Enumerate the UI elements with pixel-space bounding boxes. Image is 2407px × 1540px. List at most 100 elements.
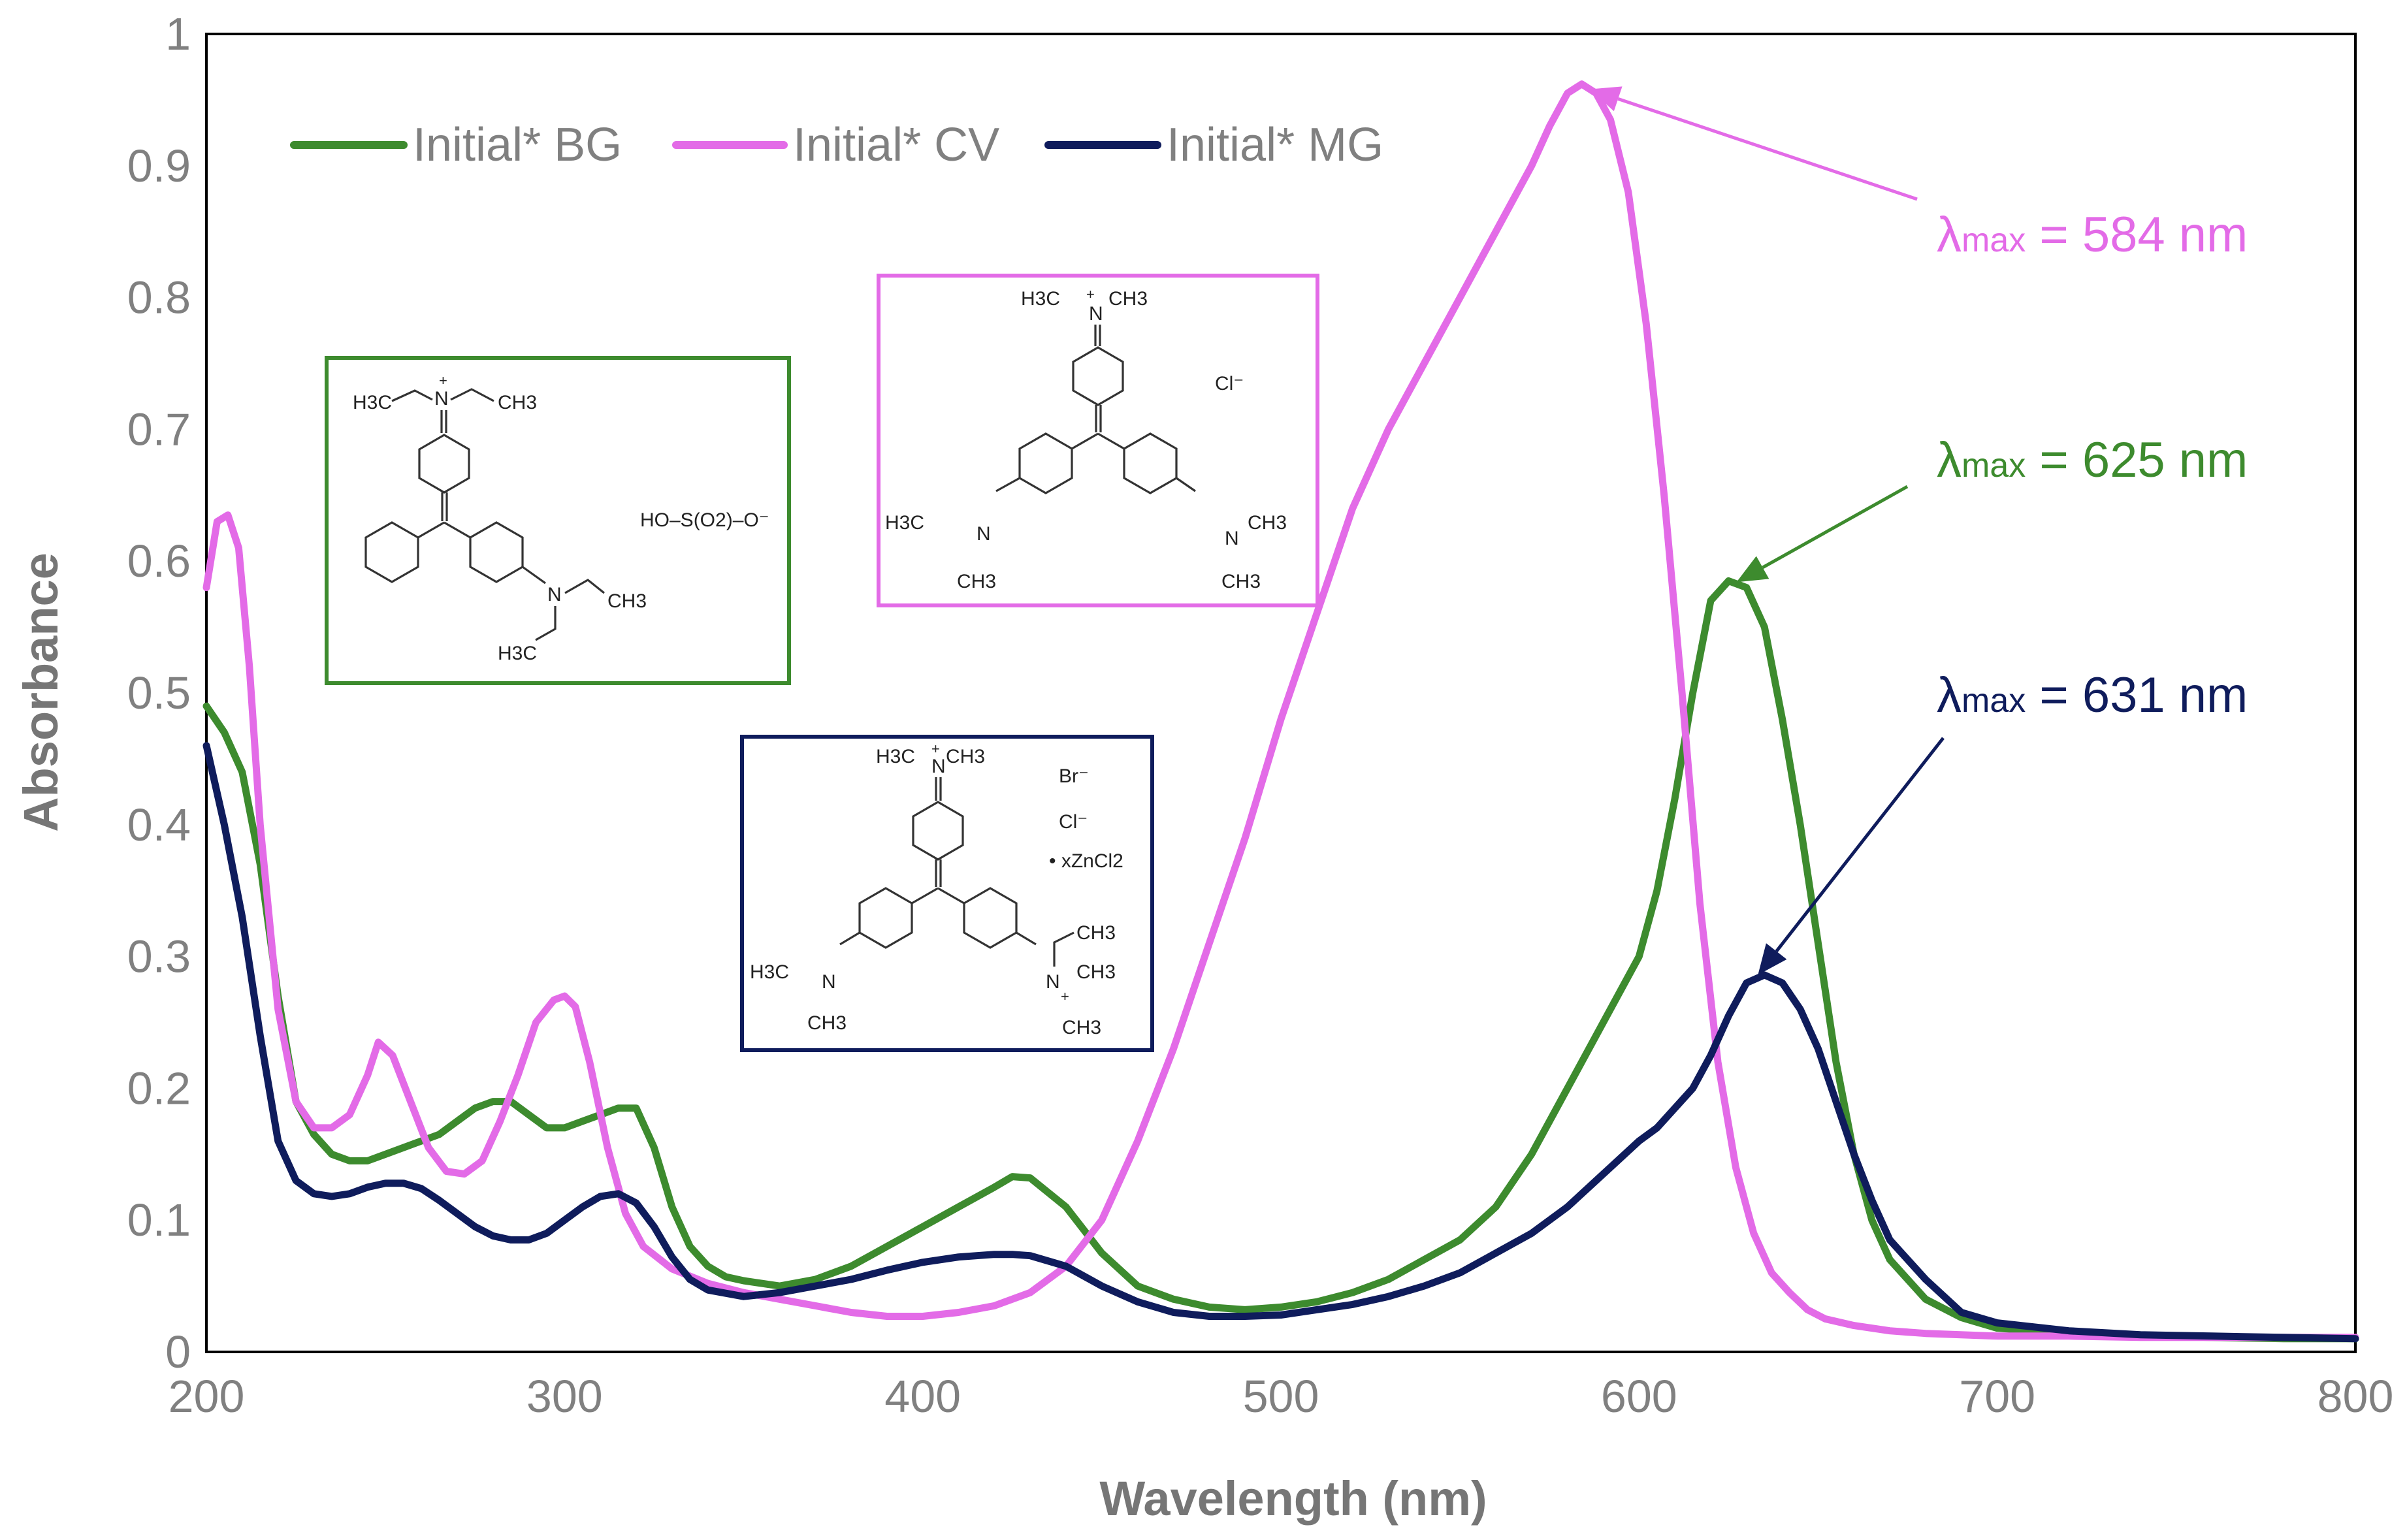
bg-h3c-top: H3C [353,392,392,413]
structure-cv-drawing: H3C N + CH3 N H3C CH3 N CH3 CH3 Cl⁻ [885,286,1287,592]
mg-h3c-left: H3C [750,961,789,983]
y-tick-label: 0.7 [127,404,191,455]
bg-plus-top: + [439,372,447,389]
mg-right-n-bond [1016,931,1037,946]
cv-counter-ion: Cl⁻ [1215,373,1244,394]
bg-center-left [417,521,445,539]
mg-zncl2: • xZnCl2 [1049,850,1123,872]
mg-center-right [937,887,965,905]
structure-mg: H3C N + CH3 N H3C CH3 N + CH3 CH3 CH3 Br… [740,735,1154,1052]
series-lines [202,80,2359,1343]
mg-ch3-r3: CH3 [1062,1017,1101,1038]
cv-center-right [1097,432,1125,450]
y-axis-ticks: 0 0.1 0.2 0.3 0.4 0.5 0.6 0.7 0.8 0.9 1 [127,8,191,1377]
bg-ethyl-right [564,579,605,594]
x-axis-ticks: 200 300 400 500 600 700 800 [169,1371,2394,1422]
bg-n-top: N [434,388,449,409]
annotation-cv-value: = 584 nm [2026,207,2248,263]
cv-ch3-right1: CH3 [1248,512,1287,534]
bg-ch3-right: CH3 [607,590,647,612]
mg-ring-top [912,801,964,861]
bg-ring-phenyl [364,521,419,583]
bg-ring-right-n [522,566,546,585]
cv-left-n-bond [995,477,1020,492]
legend: Initial* BG Initial* CV Initial* MG [290,119,1383,171]
annotation-bg-arrow [1762,485,1909,569]
annotation-mg-label: λmax = 631 nm [1937,667,2248,723]
annotation-bg-value: = 625 nm [2026,432,2248,488]
mg-plus-right: + [1061,988,1069,1004]
mg-plus-top: + [931,741,940,757]
annotation-mg-sub: max [1962,682,2026,720]
cv-h3c-top: H3C [1021,288,1060,310]
cv-ring-top [1072,346,1124,406]
y-tick-label: 0.8 [127,272,191,323]
legend-label-cv: Initial* CV [793,119,999,171]
y-tick-label: 0.6 [127,536,191,586]
annotation-cv-arrow [1617,97,1918,201]
annotation-cv-sub: max [1962,221,2026,259]
structure-bg-border [325,356,791,685]
y-tick-label: 0.9 [127,140,191,191]
mg-left-n-bond [839,931,860,946]
series-line-bg [202,577,2359,1343]
mg-ch3-top: CH3 [946,746,985,767]
mg-ethyl-right [1053,931,1074,967]
annotation-bg-arrowhead [1736,556,1769,583]
annotation-cv-label: λmax = 584 nm [1937,207,2248,263]
legend-label-bg: Initial* BG [413,119,622,171]
series-line-cv [202,80,2359,1341]
x-tick-label: 200 [169,1371,245,1422]
y-tick-label: 0.2 [127,1063,191,1114]
annotation-mg-value: = 631 nm [2026,667,2248,723]
cv-center-left [1071,432,1099,450]
cv-ch3-top: CH3 [1108,288,1148,310]
y-tick-label: 0.1 [127,1195,191,1245]
bg-ethyl-bottom [535,606,557,641]
y-tick-label: 0.4 [127,799,191,850]
bg-n-right: N [547,584,562,605]
annotation-mg-arrowhead [1758,943,1787,975]
annotation-bg-label: λmax = 625 nm [1937,432,2248,488]
legend-label-mg: Initial* MG [1167,119,1383,171]
structure-cv: H3C N + CH3 N H3C CH3 N CH3 CH3 Cl⁻ [877,274,1319,607]
x-axis-title: Wavelength (nm) [1099,1471,1487,1526]
series-line-mg [202,742,2359,1343]
mg-ch3-left: CH3 [807,1012,847,1034]
annotation-mg: λmax = 631 nm [1758,667,2248,975]
cv-right-n-bond [1176,477,1196,492]
mg-h3c-top: H3C [876,746,915,767]
x-tick-label: 300 [526,1371,603,1422]
x-tick-label: 700 [1959,1371,2035,1422]
bg-center-right [444,521,471,539]
x-tick-label: 600 [1601,1371,1677,1422]
bg-ring-quinoid [418,434,470,494]
annotation-cv: λmax = 584 nm [1589,86,2248,263]
cv-n-right: N [1225,528,1239,549]
cv-h3c-left: H3C [885,512,924,534]
plot-area [205,33,2357,1353]
y-axis-title: Absorbance [14,553,68,832]
bg-bonds-top [391,389,433,402]
cv-ch3-right2: CH3 [1221,571,1261,592]
annotation-cv-arrowhead [1589,86,1623,112]
mg-n-left: N [822,971,836,993]
annotation-bg-sub: max [1962,447,2026,485]
cv-ch3-left: CH3 [957,571,996,592]
annotation-mg-lambda: λ [1937,667,1962,723]
structure-bg: H3C N + CH3 N CH3 H3C HO–S(O2)–O⁻ [325,356,791,685]
annotation-bg-lambda: λ [1937,432,1962,488]
mg-n-top: N [931,756,946,777]
mg-n-right: N [1046,971,1060,993]
structure-bg-drawing: H3C N + CH3 N CH3 H3C HO–S(O2)–O⁻ [353,372,769,664]
x-tick-label: 800 [2318,1371,2394,1422]
cv-n-top: N [1089,303,1103,325]
annotation-mg-arrow [1775,737,1945,953]
mg-center-left [911,887,939,905]
x-tick-label: 500 [1243,1371,1319,1422]
cv-n-left: N [977,523,991,545]
mg-ch3-r1: CH3 [1076,922,1116,944]
bg-anion: HO–S(O2)–O⁻ [640,509,769,531]
y-tick-label: 1 [165,8,191,59]
